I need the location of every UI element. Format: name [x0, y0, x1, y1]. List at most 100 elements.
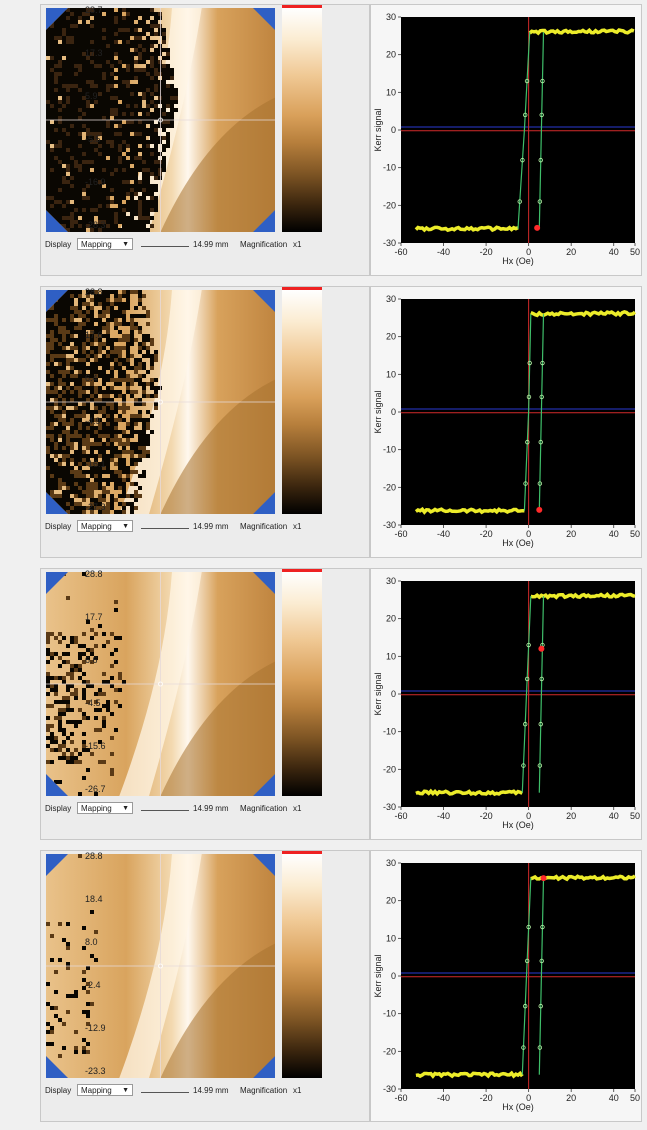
switched-pixel: [74, 100, 78, 104]
x-tick-label: 50: [630, 529, 640, 539]
switched-pixel: [70, 482, 74, 486]
switched-pixel: [106, 406, 110, 410]
switched-pixel: [126, 334, 130, 338]
switched-pixel: [134, 224, 138, 228]
switched-pixel: [90, 510, 94, 514]
switched-pixel: [86, 168, 90, 172]
switched-pixel: [82, 80, 86, 84]
switched-pixel: [90, 330, 94, 334]
switched-pixel: [46, 144, 50, 148]
switched-pixel: [102, 370, 106, 374]
switched-pixel: [66, 144, 70, 148]
switched-pixel: [102, 96, 106, 100]
display-mode-select[interactable]: Mapping ▼: [77, 802, 133, 814]
switched-pixel: [74, 1030, 78, 1034]
switched-pixel: [54, 144, 58, 148]
switched-pixel: [62, 498, 66, 502]
display-mode-select[interactable]: Mapping ▼: [77, 520, 133, 532]
switched-pixel: [66, 92, 70, 96]
switched-pixel: [102, 192, 106, 196]
switched-pixel: [110, 314, 114, 318]
switched-pixel: [54, 414, 58, 418]
switched-pixel: [146, 454, 150, 458]
switched-pixel: [134, 228, 138, 232]
map-cursor[interactable]: [158, 963, 163, 969]
switched-pixel: [118, 450, 122, 454]
switched-pixel: [138, 44, 142, 48]
switched-pixel: [46, 676, 50, 680]
switched-pixel: [90, 152, 94, 156]
measurement-panel: 28.8 17.7 6.6 -4.5 -15.6 -26.7 Display Mapping ▼…: [0, 568, 647, 846]
switched-pixel: [50, 40, 54, 44]
switched-pixel: [50, 442, 54, 446]
switched-pixel: [62, 394, 66, 398]
map-cursor[interactable]: [158, 681, 163, 687]
switched-pixel: [106, 108, 110, 112]
display-label: Display: [45, 522, 72, 531]
map-cursor[interactable]: [158, 399, 163, 405]
switched-pixel: [90, 482, 94, 486]
switched-pixel: [110, 168, 114, 172]
switched-pixel: [106, 414, 110, 418]
switched-pixel: [138, 148, 142, 152]
switched-pixel: [122, 92, 126, 96]
switched-pixel: [90, 494, 94, 498]
map-cursor[interactable]: [158, 117, 163, 123]
switched-pixel: [54, 36, 58, 40]
switched-pixel: [146, 108, 150, 112]
switched-pixel: [46, 438, 50, 442]
switched-pixel: [110, 418, 114, 422]
switched-pixel: [50, 322, 54, 326]
switched-pixel: [142, 228, 146, 232]
switched-pixel: [66, 510, 70, 514]
switched-pixel: [94, 76, 98, 80]
switched-pixel: [162, 120, 166, 124]
switched-pixel: [102, 414, 106, 418]
switched-pixel: [82, 68, 86, 72]
switched-pixel: [150, 172, 154, 176]
switched-pixel: [86, 200, 90, 204]
switched-pixel: [58, 152, 62, 156]
switched-pixel: [158, 84, 162, 88]
selected-point-marker[interactable]: [536, 506, 543, 513]
switched-pixel: [166, 96, 170, 100]
switched-pixel: [106, 466, 110, 470]
wafer-map[interactable]: [46, 8, 275, 232]
switched-pixel: [78, 854, 82, 858]
switched-pixel: [78, 188, 82, 192]
wafer-map[interactable]: [46, 572, 275, 796]
switched-pixel: [70, 350, 74, 354]
switched-pixel: [78, 426, 82, 430]
switched-pixel: [118, 28, 122, 32]
switched-pixel: [78, 676, 82, 680]
switched-pixel: [94, 426, 98, 430]
switched-pixel: [82, 350, 86, 354]
switched-pixel: [138, 60, 142, 64]
switched-pixel: [86, 314, 90, 318]
switched-pixel: [54, 740, 58, 744]
switched-pixel: [114, 120, 118, 124]
switched-pixel: [66, 946, 70, 950]
switched-pixel: [50, 136, 54, 140]
switched-pixel: [62, 350, 66, 354]
switched-pixel: [122, 208, 126, 212]
wafer-map[interactable]: [46, 854, 275, 1078]
switched-pixel: [66, 48, 70, 52]
selected-point-marker[interactable]: [540, 875, 547, 882]
selected-point-marker[interactable]: [538, 645, 545, 652]
display-mode-select[interactable]: Mapping ▼: [77, 1084, 133, 1096]
switched-pixel: [94, 302, 98, 306]
switched-pixel: [86, 176, 90, 180]
wafer-map[interactable]: [46, 290, 275, 514]
selected-point-marker[interactable]: [534, 224, 541, 231]
switched-pixel: [102, 152, 106, 156]
switched-pixel: [110, 200, 114, 204]
switched-pixel: [126, 80, 130, 84]
switched-pixel: [106, 358, 110, 362]
display-mode-select[interactable]: Mapping ▼: [77, 238, 133, 250]
display-mode-value: Mapping: [81, 240, 112, 249]
switched-pixel: [82, 84, 86, 88]
switched-pixel: [98, 422, 102, 426]
switched-pixel: [102, 720, 106, 724]
switched-pixel: [58, 180, 62, 184]
